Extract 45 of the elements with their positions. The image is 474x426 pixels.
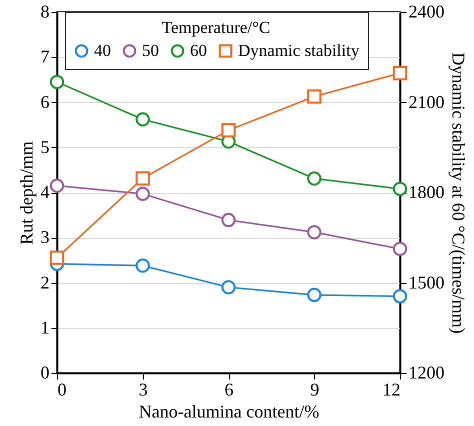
- y2-tick-label: 1200: [408, 362, 444, 382]
- y2-tick-label: 1800: [408, 182, 444, 202]
- point: [50, 250, 64, 265]
- x-tick-label: 9: [310, 380, 320, 400]
- legend-label: 40: [94, 40, 111, 60]
- point: [221, 280, 236, 294]
- point: [307, 171, 322, 186]
- x-axis-title: Nano-alumina content/%: [138, 402, 320, 422]
- y-axis-title: Rut depth/mm: [16, 141, 36, 245]
- y-tick-label: 0: [40, 362, 50, 382]
- point: [307, 89, 322, 104]
- y-tick-label: 5: [40, 136, 50, 157]
- point: [50, 74, 64, 90]
- x-tick-label: 3: [138, 380, 148, 400]
- point: [136, 186, 150, 201]
- legend-title: Temperature/°C: [162, 18, 270, 37]
- point: [136, 112, 150, 127]
- y-tick-label: 2: [40, 272, 50, 292]
- point: [392, 242, 408, 256]
- x-tick-label: 12: [382, 380, 400, 400]
- y2-tick-label: 2400: [408, 2, 444, 22]
- y-tick-label: 7: [40, 46, 50, 67]
- x-tick-label: 0: [58, 380, 66, 400]
- point: [136, 171, 150, 186]
- y2-tick-label: 2100: [408, 92, 444, 112]
- y-tick-label: 3: [40, 227, 50, 248]
- point: [307, 288, 322, 302]
- x-tick-label: 6: [224, 380, 234, 400]
- y2-tick-label: 1500: [408, 272, 444, 292]
- legend-label: Dynamic stability: [238, 40, 360, 60]
- y2-axis-title: Dynamic stability at 60 °C/(times/mm): [448, 52, 468, 334]
- legend-label: 50: [142, 40, 159, 60]
- point: [392, 66, 408, 80]
- y-tick-label: 1: [40, 317, 50, 338]
- point: [50, 178, 64, 193]
- point: [136, 258, 150, 273]
- y-tick-label: 4: [40, 182, 50, 202]
- y-tick-label: 8: [40, 2, 50, 22]
- point: [307, 225, 322, 240]
- point: [221, 123, 236, 138]
- legend-label: 60: [190, 40, 207, 60]
- point: [392, 289, 408, 304]
- point: [392, 182, 408, 196]
- y-tick-label: 6: [40, 92, 50, 112]
- point: [221, 212, 236, 228]
